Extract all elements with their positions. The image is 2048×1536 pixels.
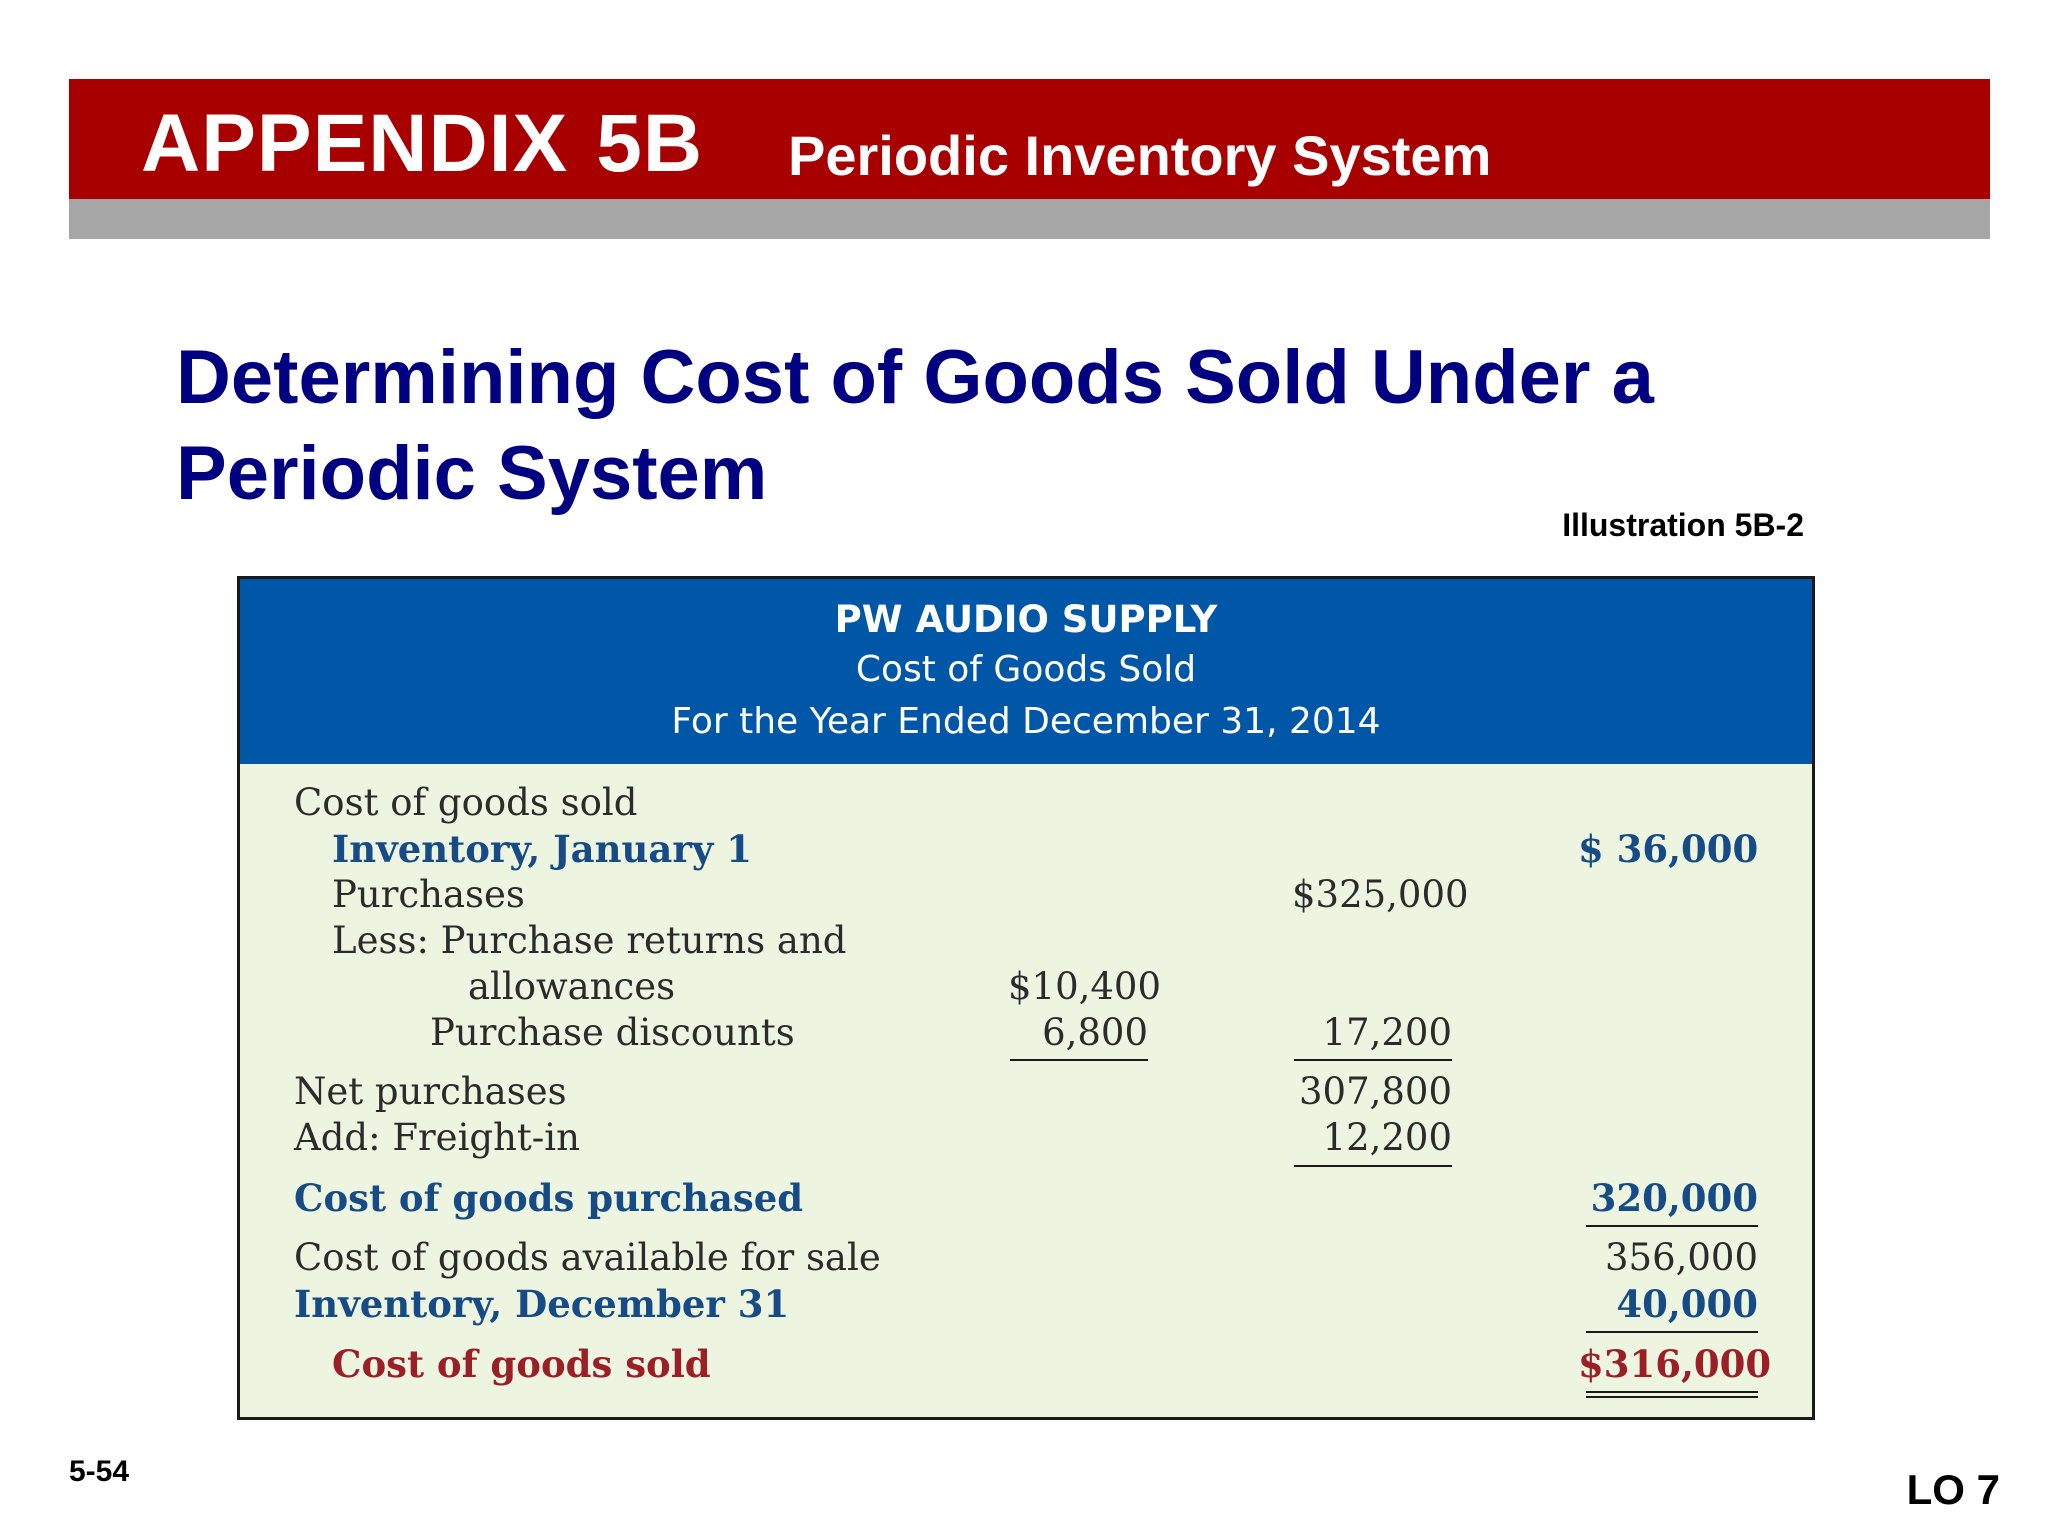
cost-of-goods-sold-statement: PW AUDIO SUPPLY Cost of Goods Sold For t… [237, 576, 1815, 1420]
subtotal-rule [1294, 1059, 1452, 1061]
subtotal-rule [1586, 1225, 1758, 1227]
row-cost-of-goods-sold-total: Cost of goods sold $316,000 [240, 1341, 1812, 1387]
appendix-word: APPENDIX [141, 98, 569, 189]
amount-col3: 40,000 [1616, 1282, 1758, 1326]
amount-col2: 17,200 [1322, 1011, 1452, 1054]
amount-col2: 12,200 [1322, 1116, 1452, 1159]
row-allowances: allowances $10,400 [240, 964, 1812, 1010]
row-freight-in: Add: Freight-in 12,200 [240, 1115, 1812, 1161]
slide-title: Determining Cost of Goods Sold Under a P… [176, 335, 1654, 516]
amount-col1: 6,800 [1042, 1011, 1148, 1054]
row-label: Add: Freight-in [294, 1116, 580, 1159]
subtotal-rule [1294, 1165, 1452, 1167]
amount-col3: $316,000 [1578, 1342, 1772, 1386]
appendix-number: 5B [596, 98, 704, 189]
subtotal-rule [1010, 1059, 1148, 1061]
row-cost-of-goods-purchased: Cost of goods purchased 320,000 [240, 1175, 1812, 1221]
amount-col1: $10,400 [1008, 965, 1162, 1008]
learning-objective-label: LO 7 [1906, 1466, 2000, 1513]
row-label: Inventory, January 1 [332, 827, 753, 871]
row-less-returns: Less: Purchase returns and [240, 918, 1812, 964]
row-net-purchases: Net purchases 307,800 [240, 1069, 1812, 1115]
row-purchases: Purchases $325,000 [240, 872, 1812, 918]
row-label: Net purchases [294, 1070, 567, 1113]
row-inventory-december: Inventory, December 31 40,000 [240, 1281, 1812, 1327]
amount-col3: 320,000 [1590, 1176, 1758, 1220]
subtotal-rule [1586, 1331, 1758, 1333]
row-label: Cost of goods available for sale [294, 1236, 881, 1279]
slide-number: 5-54 [69, 1455, 130, 1488]
row-label: Cost of goods sold [332, 1342, 711, 1386]
amount-col3: $ 36,000 [1578, 827, 1759, 871]
appendix-label: APPENDIX 5B [141, 96, 703, 192]
row-label: Cost of goods purchased [294, 1176, 804, 1220]
appendix-banner [69, 79, 1990, 199]
row-label: Purchases [332, 873, 525, 916]
appendix-subtitle: Periodic Inventory System [788, 124, 1492, 187]
row-label: Purchase discounts [430, 1011, 795, 1054]
illustration-label: Illustration 5B-2 [1562, 507, 1804, 543]
statement-header: PW AUDIO SUPPLY Cost of Goods Sold For t… [240, 579, 1812, 764]
row-label: allowances [468, 965, 676, 1008]
statement-period: For the Year Ended December 31, 2014 [671, 701, 1381, 742]
row-label: Cost of goods sold [294, 781, 638, 824]
amount-col3: 356,000 [1604, 1236, 1758, 1279]
amount-col2: 307,800 [1298, 1070, 1452, 1113]
company-name: PW AUDIO SUPPLY [834, 598, 1218, 641]
total-double-rule [1586, 1391, 1758, 1398]
row-label: Less: Purchase returns and [332, 919, 847, 962]
row-purchase-discounts: Purchase discounts 6,800 17,200 [240, 1010, 1812, 1056]
row-goods-available: Cost of goods available for sale 356,000 [240, 1235, 1812, 1281]
amount-col2: $325,000 [1292, 873, 1469, 916]
row-label: Inventory, December 31 [294, 1282, 790, 1326]
row-inventory-january: Inventory, January 1 $ 36,000 [240, 826, 1812, 872]
statement-name: Cost of Goods Sold [855, 649, 1197, 690]
row-cogs-heading: Cost of goods sold [240, 780, 1812, 826]
banner-shadow-bar [69, 199, 1990, 239]
